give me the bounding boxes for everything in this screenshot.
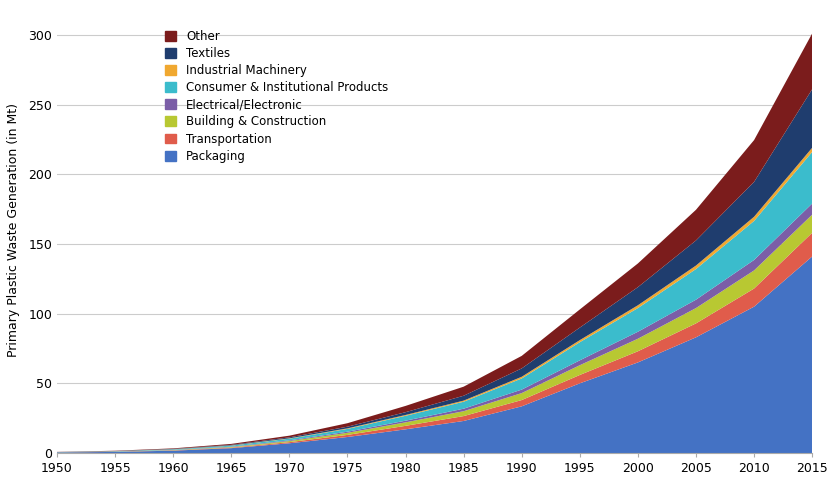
Y-axis label: Primary Plastic Waste Generation (in Mt): Primary Plastic Waste Generation (in Mt) <box>7 103 20 357</box>
Legend: Other, Textiles, Industrial Machinery, Consumer & Institutional Products, Electr: Other, Textiles, Industrial Machinery, C… <box>161 26 392 166</box>
